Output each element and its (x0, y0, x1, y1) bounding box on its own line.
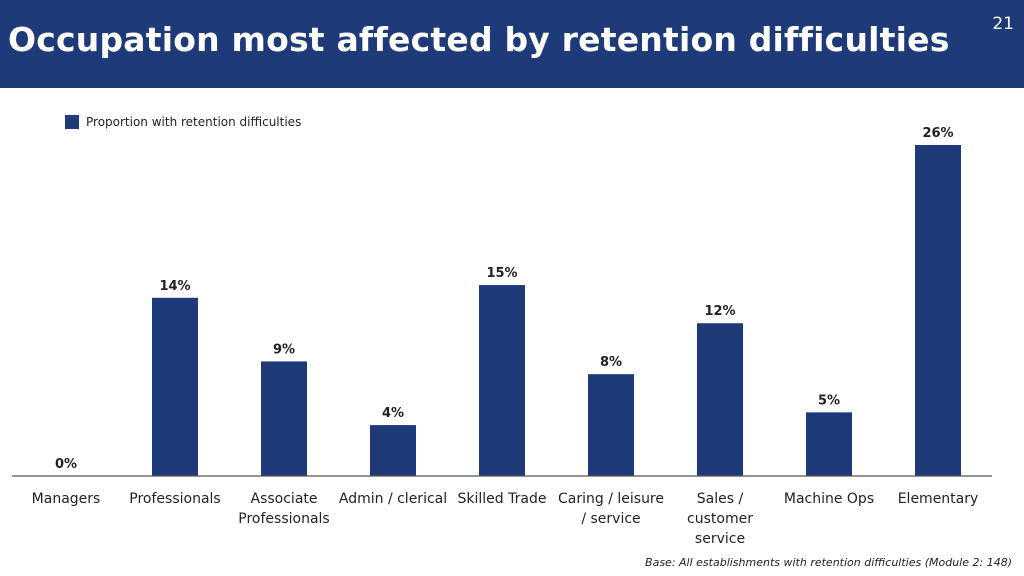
bar (479, 285, 525, 476)
category-label: Professionals (129, 491, 220, 507)
title-banner: Occupation most affected by retention di… (0, 0, 1024, 88)
bar (152, 297, 198, 476)
bar-chart: 0% Managers 14% Professionals 9% Associate Pro… (12, 126, 992, 547)
category-label: Admin / clerical (339, 491, 447, 507)
category-label: Skilled Trade (458, 491, 547, 507)
data-label: 26% (922, 126, 953, 141)
bar (261, 361, 307, 476)
category-label: Machine Ops (784, 491, 874, 507)
page-number: 21 (992, 14, 1014, 34)
bar (806, 412, 852, 476)
bar (697, 323, 743, 476)
category-label: Caring / leisure / service (558, 491, 664, 527)
page-title: Occupation most affected by retention di… (8, 20, 950, 59)
category-label: Managers (32, 491, 101, 507)
data-label: 4% (382, 406, 404, 421)
bar (588, 374, 634, 476)
category-label: Sales / customer service (687, 491, 753, 547)
data-label: 9% (273, 342, 295, 357)
data-label: 0% (55, 457, 77, 472)
legend-label: Proportion with retention difficulties (86, 115, 302, 129)
data-label: 5% (818, 393, 840, 408)
footnote: Base: All establishments with retention … (645, 556, 1012, 569)
legend-swatch (65, 115, 79, 129)
data-label: 12% (704, 304, 735, 319)
data-label: 8% (600, 355, 622, 370)
bar (915, 145, 961, 476)
category-label: Associate Professionals (238, 491, 329, 527)
data-label: 15% (486, 266, 517, 281)
chart-legend: Proportion with retention difficulties (65, 115, 301, 129)
bar (370, 425, 416, 476)
category-label: Elementary (898, 491, 979, 507)
data-label: 14% (159, 279, 190, 294)
